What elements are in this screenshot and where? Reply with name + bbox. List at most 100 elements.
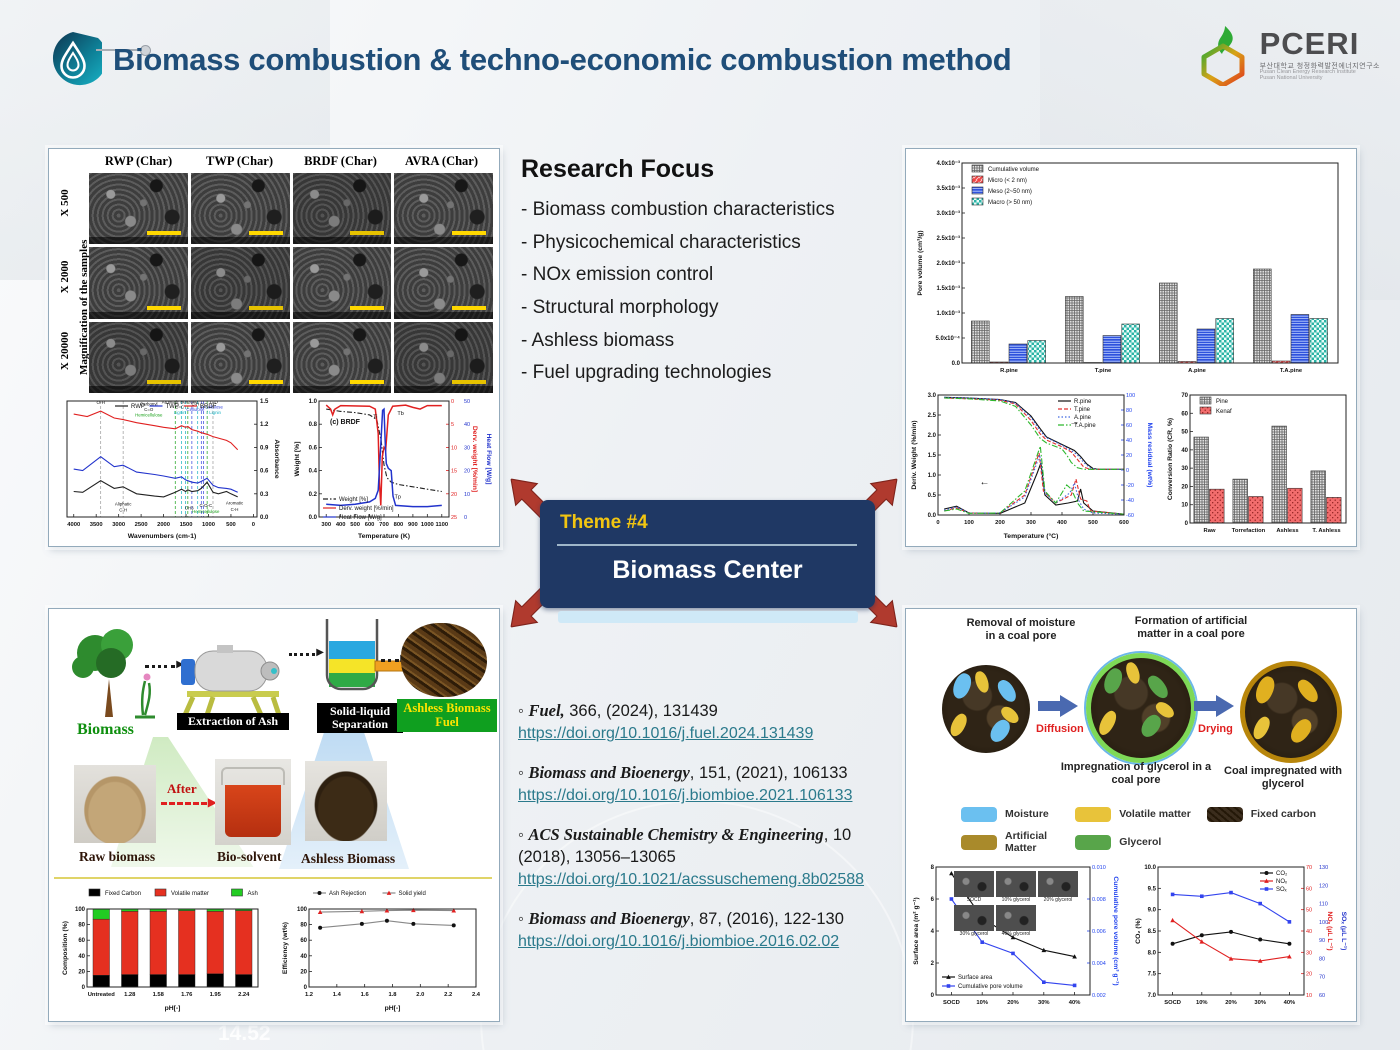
doi-link[interactable]: https://doi.org/10.1016/j.biombioe.2021.… <box>518 787 853 805</box>
svg-text:2.5x10⁻³: 2.5x10⁻³ <box>936 235 960 242</box>
svg-text:20: 20 <box>1306 972 1312 978</box>
svg-text:15: 15 <box>451 469 457 475</box>
svg-text:1000: 1000 <box>421 522 434 528</box>
formation-caption: Formation of artificial matter in a coal… <box>1134 615 1248 641</box>
pore-volume-bar-chart: 0.0 5.0x10⁻⁴ 1.0x10⁻³ 1.5x10⁻³ 2.0x10⁻³ 2.5x1… <box>914 155 1348 381</box>
svg-text:80: 80 <box>78 923 85 929</box>
svg-text:2.5: 2.5 <box>928 413 937 419</box>
svg-text:Deriv. Weight (%/min): Deriv. Weight (%/min) <box>911 420 918 489</box>
svg-text:25: 25 <box>451 515 457 521</box>
callout-line <box>96 49 142 51</box>
svg-text:0.0: 0.0 <box>952 361 961 367</box>
svg-text:Micro (< 2 nm): Micro (< 2 nm) <box>988 178 1027 184</box>
svg-text:500: 500 <box>226 522 236 528</box>
svg-text:2.24: 2.24 <box>238 992 250 998</box>
svg-text:2000: 2000 <box>157 522 170 528</box>
ashless-biomass-label: Ashless Biomass <box>301 851 396 866</box>
process-arrow-2 <box>289 647 324 658</box>
pceri-name: PCERI <box>1259 26 1360 62</box>
svg-text:C=O: C=O <box>144 407 154 412</box>
legend-label: Volatile matter <box>1119 807 1191 820</box>
svg-text:-20: -20 <box>1126 483 1134 489</box>
diffusion-arrow <box>1038 695 1078 717</box>
coal-impregnation-panel: Removal of moisture in a coal pore Forma… <box>905 608 1357 1022</box>
svg-text:2.4: 2.4 <box>472 992 481 998</box>
svg-text:→: → <box>1069 417 1079 428</box>
svg-text:0.8: 0.8 <box>309 422 318 428</box>
conversion-ratio-chart: 0 10 20 30 40 50 60 70 Raw Torrefaction Ashless T. … <box>1164 389 1352 541</box>
svg-text:1.28: 1.28 <box>124 992 136 998</box>
bio-solvent-photo <box>215 759 291 845</box>
svg-text:Solid yield: Solid yield <box>399 891 426 897</box>
svg-text:40: 40 <box>78 954 85 960</box>
svg-text:30: 30 <box>1181 466 1188 472</box>
theme-divider <box>557 544 857 546</box>
ashless-biomass-panel: Biomass Extraction of Ash Solid-liquid S… <box>48 608 500 1022</box>
legend-swatch <box>1075 835 1112 851</box>
diffusion-label: Diffusion <box>1036 723 1084 735</box>
svg-text:1100: 1100 <box>435 522 448 528</box>
svg-text:1.0: 1.0 <box>309 399 318 405</box>
svg-text:Hemicellulose: Hemicellulose <box>135 412 163 417</box>
svg-text:pH[-]: pH[-] <box>385 1005 401 1012</box>
svg-text:1.5: 1.5 <box>928 453 937 459</box>
sem-image <box>292 247 392 319</box>
svg-text:1.6: 1.6 <box>361 992 370 998</box>
svg-text:SOCD: SOCD <box>943 1000 960 1006</box>
svg-text:0.6: 0.6 <box>309 445 318 451</box>
drying-label: Drying <box>1198 723 1233 735</box>
svg-text:CH3: CH3 <box>185 505 194 510</box>
svg-text:0.004: 0.004 <box>1092 961 1106 967</box>
svg-text:1.4: 1.4 <box>333 992 342 998</box>
svg-text:Wavenumbers (cm-1): Wavenumbers (cm-1) <box>128 533 197 540</box>
svg-text:1.5x10⁻³: 1.5x10⁻³ <box>936 285 960 292</box>
doi-link[interactable]: https://doi.org/10.1016/j.biombioe.2016.… <box>518 933 840 951</box>
svg-text:50: 50 <box>1306 908 1312 914</box>
svg-text:/ Lignin: / Lignin <box>207 410 222 415</box>
impregnation-caption: Impregnation of glycerol in a coal pore <box>1060 761 1212 787</box>
sem-image <box>394 247 493 319</box>
legend-item: Volatile matter <box>1075 807 1206 822</box>
svg-text:0.9: 0.9 <box>260 445 269 451</box>
svg-text:0: 0 <box>304 985 308 991</box>
svg-text:4000: 4000 <box>67 522 80 528</box>
svg-text:TWP: TWP <box>166 404 179 410</box>
sem-image <box>190 173 290 245</box>
svg-text:0.0: 0.0 <box>928 513 937 519</box>
svg-text:2.2: 2.2 <box>444 992 452 998</box>
svg-text:700: 700 <box>379 522 389 528</box>
svg-text:1500: 1500 <box>180 522 193 528</box>
svg-text:40: 40 <box>1126 438 1132 444</box>
legend-swatch <box>961 807 997 822</box>
svg-text:20%: 20% <box>1007 1000 1019 1006</box>
doi-link[interactable]: https://doi.org/10.1016/j.fuel.2024.1314… <box>518 725 814 743</box>
legend-swatch <box>1075 807 1112 822</box>
svg-text:0: 0 <box>1185 521 1189 527</box>
svg-text:Tp: Tp <box>395 494 401 500</box>
reference-detail: , 151, (2021), 106133 <box>689 763 848 782</box>
svg-text:100: 100 <box>75 907 86 913</box>
svg-text:1.0x10⁻³: 1.0x10⁻³ <box>936 310 960 317</box>
svg-text:20: 20 <box>464 469 470 475</box>
doi-link[interactable]: https://doi.org/10.1021/acssuschemeng.8b… <box>518 871 865 889</box>
after-label: After <box>167 781 197 796</box>
svg-text:Aromatic Benzene: Aromatic Benzene <box>162 399 198 404</box>
svg-text:Torrefaction: Torrefaction <box>1232 528 1266 534</box>
svg-text:0: 0 <box>252 522 255 528</box>
svg-text:SOₓ: SOₓ <box>1276 887 1287 893</box>
svg-text:60: 60 <box>1319 993 1325 999</box>
svg-text:Macro (> 50 nm): Macro (> 50 nm) <box>988 200 1032 206</box>
sem-characterization-panel: Magnification of the samples RWP (Char) T… <box>48 148 500 547</box>
svg-text:3500: 3500 <box>90 522 103 528</box>
svg-text:Tb: Tb <box>397 411 403 417</box>
svg-text:900: 900 <box>408 522 418 528</box>
svg-text:40: 40 <box>464 422 470 428</box>
svg-text:0.006: 0.006 <box>1092 929 1106 935</box>
svg-text:300: 300 <box>321 522 331 528</box>
svg-text:4: 4 <box>931 929 935 935</box>
legend-swatch <box>1206 807 1243 822</box>
emissions-chart: 7.0 7.5 8.0 8.5 9.0 9.5 10.0 10 20 30 40 50 60 70 60 70… <box>1132 861 1350 1015</box>
svg-text:-40: -40 <box>1126 498 1134 504</box>
svg-text:CO₂: CO₂ <box>1276 871 1288 877</box>
